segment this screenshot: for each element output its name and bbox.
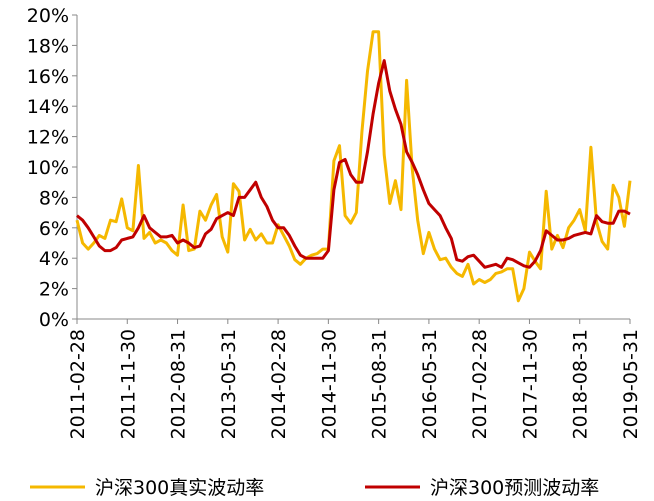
series-line — [75, 30, 632, 303]
y-tick-label: 4% — [39, 248, 69, 270]
x-tick-label: 2014-02-28 — [268, 329, 290, 439]
y-tick-label: 14% — [27, 96, 69, 118]
y-tick-label: 20% — [27, 5, 69, 27]
x-tick-label: 2019-05-31 — [620, 329, 642, 439]
series-line — [76, 59, 631, 269]
x-tick-label: 2012-08-31 — [168, 329, 190, 439]
x-tick-label: 2011-02-28 — [67, 329, 89, 439]
x-tick-label: 2011-11-30 — [117, 329, 139, 439]
legend-label: 沪深300真实波动率 — [95, 477, 264, 499]
x-tick-label: 2017-02-28 — [469, 329, 491, 439]
y-tick-label: 16% — [27, 66, 69, 88]
x-tick-label: 2018-08-31 — [570, 329, 592, 439]
y-tick-label: 6% — [39, 218, 69, 240]
y-tick-label: 12% — [27, 127, 69, 149]
x-tick-label: 2016-05-31 — [419, 329, 441, 439]
x-tick-label: 2014-11-30 — [318, 329, 340, 439]
y-tick-label: 18% — [27, 35, 69, 57]
x-tick-label: 2015-08-31 — [369, 329, 391, 439]
x-tick-label: 2013-05-31 — [218, 329, 240, 439]
y-tick-label: 8% — [39, 187, 69, 209]
y-tick-label: 0% — [39, 309, 69, 331]
legend-label: 沪深300预测波动率 — [430, 477, 599, 499]
y-tick-label: 2% — [39, 279, 69, 301]
y-tick-label: 10% — [27, 157, 69, 179]
x-tick-label: 2017-11-30 — [519, 329, 541, 439]
